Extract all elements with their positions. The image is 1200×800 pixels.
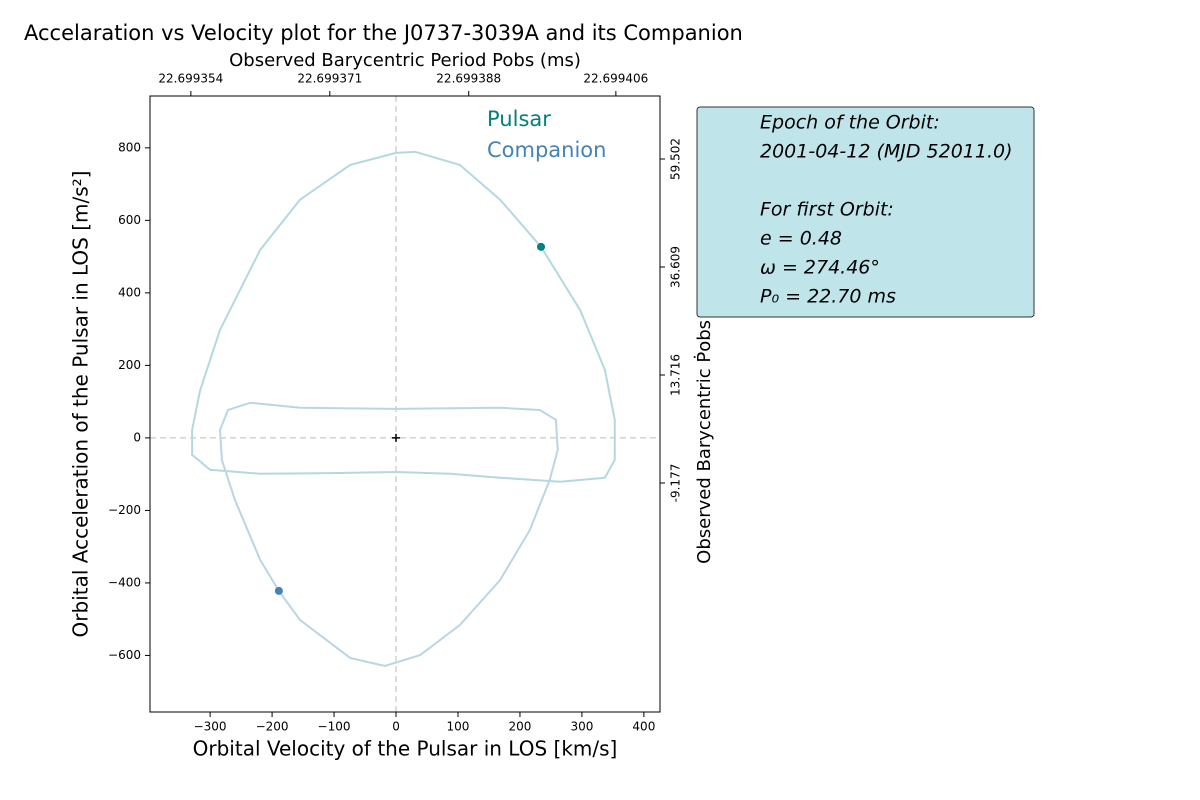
y-tick-label: 400: [118, 285, 141, 299]
y-tick-label: 200: [118, 358, 141, 372]
annotation-text: 2001-04-12 (MJD 52011.0): [760, 141, 1013, 163]
x-tick-label: −300: [194, 720, 227, 734]
x-tick-label: 300: [570, 720, 593, 734]
annotation-text: P₀ = 22.70 ms: [760, 286, 896, 308]
x2-tick-label: 22.699354: [158, 72, 223, 86]
y-tick-label: 600: [118, 213, 141, 227]
orbit-line: [191, 150, 616, 483]
current-position: [537, 242, 546, 251]
annotation-box: [696, 106, 1035, 318]
x-tick-label: 400: [632, 720, 655, 734]
y-tick-label: −600: [108, 648, 141, 662]
current-position: [274, 586, 283, 595]
orbit-line: [219, 401, 559, 667]
y-tick-label: −200: [108, 503, 141, 517]
x2-tick-label: 22.699371: [297, 72, 362, 86]
y-tick-label: −400: [108, 575, 141, 589]
x-tick-label: 200: [508, 720, 531, 734]
chart-title: Accelaration vs Velocity plot for the J0…: [24, 21, 743, 45]
x-axis-label: Orbital Velocity of the Pulsar in LOS [k…: [193, 737, 618, 761]
y2-tick-label: 13.716: [669, 354, 683, 396]
y-tick-label: 800: [118, 140, 141, 154]
center-marker: [392, 433, 401, 442]
annotation-text: Epoch of the Orbit:: [760, 112, 940, 134]
y2-tick-label: 36.609: [669, 246, 683, 288]
plot-area: −300 −200 −100 0 100 200 300 400 −600 −400 −200 0 20…: [108, 72, 682, 734]
x-tick-label: 0: [392, 720, 400, 734]
y2-axis-label: Observed Barycentric Ṗobs [x 10⁻²]: [694, 244, 715, 564]
y-axis-label: Orbital Acceleration of the Pulsar in LO…: [69, 171, 93, 638]
y2-tick-label: -9.177: [669, 464, 683, 503]
legend-entry: Companion: [487, 138, 606, 162]
x-tick-label: −100: [318, 720, 351, 734]
y2-tick-label: 59.502: [669, 138, 683, 180]
x2-tick-label: 22.699406: [583, 72, 648, 86]
x-tick-label: 100: [447, 720, 470, 734]
plot-frame: [149, 95, 661, 713]
y-tick-label: 0: [133, 430, 141, 444]
x2-tick-label: 22.699388: [436, 72, 501, 86]
annotation-text: For first Orbit:: [760, 199, 894, 221]
x-tick-label: −200: [256, 720, 289, 734]
annotation-text: e = 0.48: [760, 228, 842, 250]
legend-entry: Pulsar: [487, 107, 551, 131]
annotation-text: ω = 274.46°: [760, 257, 880, 279]
x2-axis-label: Observed Barycentric Period Pobs (ms): [229, 50, 581, 71]
